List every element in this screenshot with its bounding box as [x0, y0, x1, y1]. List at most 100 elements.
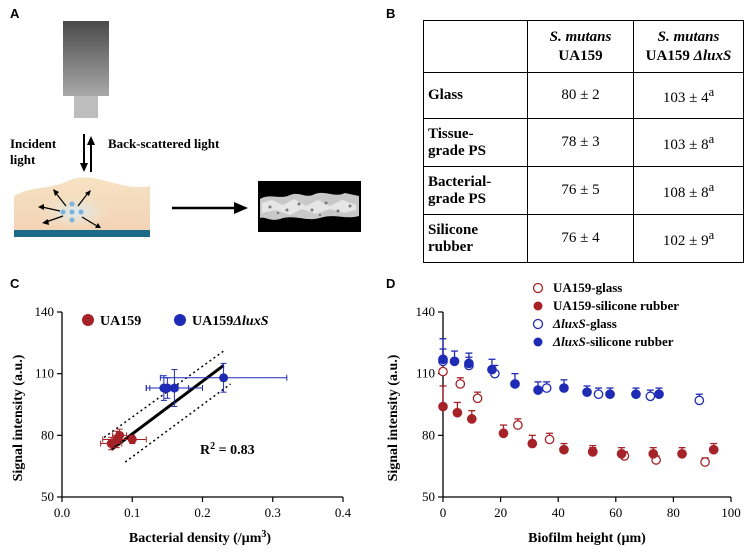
chart-c-xlabel-end: ): [266, 531, 271, 546]
legend-label-ua159-silicone: UA159-silicone rubber: [553, 298, 679, 313]
row-label-text: grade PS: [428, 142, 486, 159]
chart-d-x-tick-label: 60: [609, 505, 622, 520]
legend-label-luxs-silicone-surface: -silicone rubber: [586, 334, 674, 349]
legend-label-luxs-silicone-strain: ΔluxS: [552, 334, 586, 349]
data-point: [438, 354, 448, 365]
header-luxs-species: S. mutans: [657, 28, 720, 45]
table-header-row: S. mutans UA159 S. mutans UA159 ΔluxS: [423, 20, 744, 73]
cell-ua159: 80 ± 2: [527, 72, 634, 119]
panel-label-c: C: [10, 276, 20, 291]
oct-probe: [63, 21, 109, 118]
confidence-band-lower: [124, 383, 232, 463]
data-point: [464, 358, 474, 369]
chart-c-legend: UA159 UA159ΔluxS: [82, 314, 269, 329]
data-point: [708, 444, 719, 455]
chart-c-x-tick-label: 0.4: [335, 505, 352, 520]
chart-c-xlabel-text: Bacterial density (/µm: [129, 531, 262, 546]
row-label-text: grade PS: [428, 190, 486, 207]
incident-light-label-line2: light: [10, 152, 36, 167]
cell-luxs: 108 ± 8a: [633, 166, 744, 215]
data-point: [169, 383, 179, 393]
chart-d-x-tick-label: 40: [552, 505, 565, 520]
header-ua159: S. mutans UA159: [527, 20, 634, 73]
chart-d-y-tick-label: 80: [422, 427, 435, 442]
chart-d-y-tick-label: 50: [422, 489, 435, 504]
legend-label-luxs-strain: UA159: [192, 314, 233, 329]
oct-image: [258, 181, 361, 232]
data-point: [694, 395, 705, 406]
row-label-text: Tissue-: [428, 125, 474, 142]
cell-luxs: 103 ± 4a: [633, 72, 744, 119]
data-point: [533, 385, 543, 395]
legend-label-luxs: UA159ΔluxS: [192, 314, 269, 329]
r-squared-value: = 0.83: [215, 443, 254, 458]
data-point: [616, 448, 627, 459]
data-point: [498, 428, 509, 439]
row-label-silicone-rubber: Silicone rubber: [423, 214, 528, 263]
cell-ua159: 76 ± 4: [527, 214, 634, 263]
chart-c-y-tick-label: 50: [41, 489, 54, 504]
legend-label-ua159: UA159: [100, 314, 141, 329]
chart-c-y-tick-label: 80: [41, 427, 54, 442]
data-point: [645, 391, 656, 402]
data-point: [593, 389, 604, 400]
data-point: [438, 366, 448, 377]
cell-value: 103 ± 4: [662, 89, 709, 106]
chart-d-y-tick-label: 140: [416, 304, 436, 319]
incident-light-label-line1: Incident: [10, 136, 57, 151]
data-point: [527, 438, 538, 449]
data-point: [127, 434, 137, 444]
chart-c-xlabel: Bacterial density (/µm3): [129, 529, 272, 547]
chart-c-y-tick-label: 140: [35, 304, 55, 319]
cell-ua159: 78 ± 3: [527, 118, 634, 167]
table-corner-cell: [423, 20, 528, 73]
row-label-glass: Glass: [423, 72, 528, 119]
panel-label-b: B: [386, 6, 396, 21]
header-luxs: S. mutans UA159 ΔluxS: [633, 20, 744, 73]
r-squared-symbol: R: [200, 443, 211, 458]
header-ua159-strain: UA159: [558, 47, 603, 64]
chart-c-x-tick-label: 0.1: [124, 505, 140, 520]
data-point: [455, 379, 466, 389]
r-squared-exponent: 2: [210, 441, 215, 452]
legend-marker-ua159-silicone: [533, 301, 543, 311]
biofilm-diagram: [14, 177, 150, 237]
data-point: [544, 434, 555, 445]
cell-luxs: 102 ± 9a: [633, 214, 744, 263]
row-label-bacterial-grade-ps: Bacterial- grade PS: [423, 166, 528, 215]
significance-mark: a: [708, 84, 715, 99]
chart-density-intensity: Signal intensity (a.u.) Bacterial densit…: [11, 304, 352, 547]
chart-d-legend: UA159-glass UA159-silicone rubber ΔluxS-…: [532, 280, 679, 349]
row-label-text: rubber: [428, 238, 473, 255]
chart-c-x-tick-label: 0.3: [265, 505, 281, 520]
data-point: [452, 407, 463, 418]
process-arrow: [172, 202, 248, 214]
header-luxs-strain: UA159: [645, 47, 694, 64]
light-arrows: [80, 134, 95, 172]
panel-label-d: D: [386, 276, 396, 291]
data-point: [605, 389, 615, 400]
legend-label-luxs-silicone: ΔluxS-silicone rubber: [552, 334, 674, 349]
data-point: [487, 364, 497, 375]
chart-c-y-tick-label: 110: [35, 366, 54, 381]
legend-label-luxs-glass-strain: ΔluxS: [552, 316, 586, 331]
cell-ua159: 76 ± 5: [527, 166, 634, 215]
legend-label-luxs-glass-surface: -glass: [586, 316, 617, 331]
table-row: Tissue- grade PS 78 ± 3 103 ± 8a: [423, 118, 744, 167]
data-point: [677, 448, 687, 459]
data-point: [466, 414, 477, 424]
data-point: [510, 379, 520, 389]
chart-c-ylabel: Signal intensity (a.u.): [11, 354, 26, 481]
legend-marker-luxs: [174, 314, 186, 326]
cell-luxs: 103 ± 8a: [633, 118, 744, 167]
chart-c-x-tick-label: 0.2: [194, 505, 210, 520]
chart-c-x-tick-label: 0.0: [54, 505, 70, 520]
table-row: Glass 80 ± 2 103 ± 4a: [423, 72, 744, 119]
chart-d-y-tick-label: 110: [416, 366, 435, 381]
table-row: Silicone rubber 76 ± 4 102 ± 9a: [423, 214, 744, 263]
data-point: [587, 446, 598, 457]
data-point: [438, 401, 448, 412]
cell-value: 103 ± 8: [662, 136, 709, 153]
chart-d-ylabel: Signal intensity (a.u.): [386, 354, 401, 481]
data-point: [472, 393, 483, 404]
